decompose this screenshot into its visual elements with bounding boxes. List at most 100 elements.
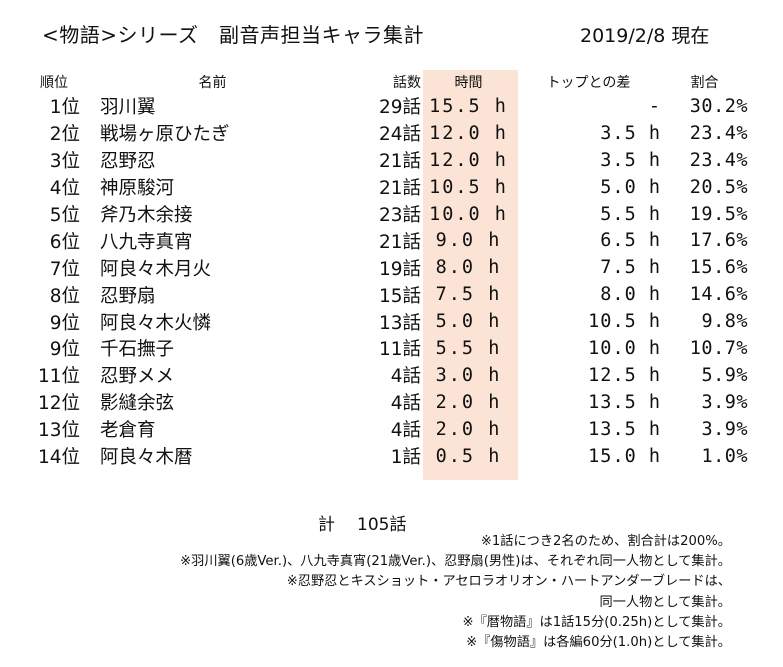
ratio-cell: 1.0% xyxy=(701,445,748,467)
rank-cell: 4位 xyxy=(49,178,80,200)
diff-cell: 5.0 h xyxy=(600,176,661,198)
rank-cell: 12位 xyxy=(37,393,80,415)
ratio-cell: 15.6% xyxy=(689,257,748,279)
table-row: 5位 斧乃木余接 23話 10.0 h 5.5 h 19.5% xyxy=(28,201,748,228)
footnote: ※『傷物語』は各編60分(1.0h)として集計。 xyxy=(466,635,731,651)
name-cell: 羽川翼 xyxy=(100,97,156,119)
rank-cell: 8位 xyxy=(49,285,80,307)
table-row: 1位 羽川翼 29話 15.5 h - 30.2% xyxy=(28,93,748,120)
diff-cell: 3.5 h xyxy=(600,122,661,144)
time-cell: 12.0 h xyxy=(429,149,508,171)
ratio-cell: 9.8% xyxy=(701,311,748,333)
time-cell: 15.5 h xyxy=(429,95,508,117)
table-row: 14位 阿良々木暦 1話 0.5 h 15.0 h 1.0% xyxy=(28,443,748,470)
header-diff: トップとの差 xyxy=(546,74,631,91)
time-cell: 2.0 h xyxy=(435,418,502,440)
episodes-cell: 23話 xyxy=(378,205,421,226)
diff-cell: 10.0 h xyxy=(588,337,661,359)
name-cell: 阿良々木月火 xyxy=(100,258,212,280)
episodes-cell: 15話 xyxy=(378,285,421,307)
table-row: 9位 阿良々木火憐 13話 5.0 h 10.5 h 9.8% xyxy=(28,308,748,335)
table-row: 6位 八九寺真宵 21話 9.0 h 6.5 h 17.6% xyxy=(28,227,748,254)
ratio-cell: 3.9% xyxy=(701,391,748,413)
rank-cell: 13位 xyxy=(37,420,80,442)
ranking-table: 順位 名前 話数 時間 トップとの差 割合 1位 羽川翼 29話 15.5 h … xyxy=(28,70,748,469)
page-title: <物語>シリーズ 副音声担当キャラ集計 xyxy=(42,23,425,47)
rank-cell: 7位 xyxy=(49,258,80,280)
ratio-cell: 23.4% xyxy=(689,149,748,171)
episodes-cell: 29話 xyxy=(378,97,421,119)
time-cell: 5.5 h xyxy=(435,337,502,359)
episodes-cell: 1話 xyxy=(390,447,421,469)
total-line: 計 105話 xyxy=(318,510,406,535)
diff-cell: 3.5 h xyxy=(600,149,661,171)
name-cell: 影縫余弦 xyxy=(100,393,175,415)
time-cell: 7.5 h xyxy=(435,284,502,306)
rank-cell: 2位 xyxy=(49,124,80,146)
header-ratio: 割合 xyxy=(690,74,719,91)
diff-cell: 5.5 h xyxy=(600,203,661,225)
episodes-cell: 21話 xyxy=(378,178,421,200)
episodes-cell: 21話 xyxy=(378,231,421,253)
footnote: 同一人物として集計。 xyxy=(599,594,731,610)
diff-cell: 15.0 h xyxy=(588,445,661,467)
ratio-cell: 10.7% xyxy=(689,337,748,359)
ratio-cell: 19.5% xyxy=(689,203,748,225)
ratio-cell: 3.9% xyxy=(701,418,748,440)
header-time: 時間 xyxy=(454,74,483,91)
episodes-cell: 13話 xyxy=(378,312,421,334)
table-row: 3位 忍野忍 21話 12.0 h 3.5 h 23.4% xyxy=(28,147,748,174)
episodes-cell: 24話 xyxy=(378,124,421,146)
ratio-cell: 14.6% xyxy=(689,284,748,306)
table-row: 13位 老倉育 4話 2.0 h 13.5 h 3.9% xyxy=(28,416,748,443)
diff-cell: 13.5 h xyxy=(588,391,661,413)
ratio-cell: 23.4% xyxy=(689,122,748,144)
diff-cell: 12.5 h xyxy=(588,364,661,386)
header-rank: 順位 xyxy=(40,74,68,91)
total-label: 計 xyxy=(318,515,335,535)
diff-cell: 13.5 h xyxy=(588,418,661,440)
time-cell: 12.0 h xyxy=(429,122,508,144)
table-row: 2位 戦場ヶ原ひたぎ 24話 12.0 h 3.5 h 23.4% xyxy=(28,120,748,147)
time-cell: 3.0 h xyxy=(435,364,502,386)
rank-cell: 11位 xyxy=(37,366,80,388)
rank-cell: 5位 xyxy=(49,205,80,226)
name-cell: 忍野メメ xyxy=(100,366,175,388)
header-episodes: 話数 xyxy=(393,74,421,91)
diff-cell: 6.5 h xyxy=(600,230,661,252)
time-cell: 9.0 h xyxy=(435,230,502,252)
time-cell: 5.0 h xyxy=(435,311,502,333)
name-cell: 阿良々木暦 xyxy=(100,447,193,469)
episodes-cell: 21話 xyxy=(378,151,421,173)
header-name: 名前 xyxy=(198,74,227,91)
episodes-cell: 19話 xyxy=(378,258,421,280)
table-row: 7位 阿良々木月火 19話 8.0 h 7.5 h 15.6% xyxy=(28,254,748,281)
footnotes: ※1話につき2名のため、割合計は200%。 ※羽川翼(6歳Ver.)、八九寺真宵… xyxy=(180,532,731,653)
time-column-highlight xyxy=(423,70,518,480)
rank-cell: 1位 xyxy=(49,97,80,119)
rank-cell: 9位 xyxy=(49,312,80,334)
time-cell: 8.0 h xyxy=(435,257,502,279)
table-row: 12位 影縫余弦 4話 2.0 h 13.5 h 3.9% xyxy=(28,389,748,416)
rank-cell: 14位 xyxy=(37,447,80,469)
as-of-date: 2019/2/8 現在 xyxy=(580,25,710,47)
time-cell: 10.5 h xyxy=(429,176,508,198)
name-cell: 忍野忍 xyxy=(100,151,156,173)
time-cell: 2.0 h xyxy=(435,391,502,413)
name-cell: 老倉育 xyxy=(100,420,156,442)
episodes-cell: 4話 xyxy=(390,366,421,388)
name-cell: 戦場ヶ原ひたぎ xyxy=(100,124,230,146)
diff-cell: - xyxy=(648,95,661,117)
name-cell: 忍野扇 xyxy=(100,285,156,307)
name-cell: 斧乃木余接 xyxy=(100,205,193,226)
name-cell: 阿良々木火憐 xyxy=(100,312,212,334)
diff-cell: 8.0 h xyxy=(600,284,661,306)
name-cell: 神原駿河 xyxy=(100,178,175,200)
table-header-row: 順位 名前 話数 時間 トップとの差 割合 xyxy=(28,70,748,93)
rank-cell: 3位 xyxy=(49,151,80,173)
name-cell: 千石撫子 xyxy=(100,339,175,361)
time-cell: 0.5 h xyxy=(435,445,502,467)
diff-cell: 7.5 h xyxy=(600,257,661,279)
footnote: ※1話につき2名のため、割合計は200%。 xyxy=(480,534,731,549)
table-row: 11位 忍野メメ 4話 3.0 h 12.5 h 5.9% xyxy=(28,362,748,389)
